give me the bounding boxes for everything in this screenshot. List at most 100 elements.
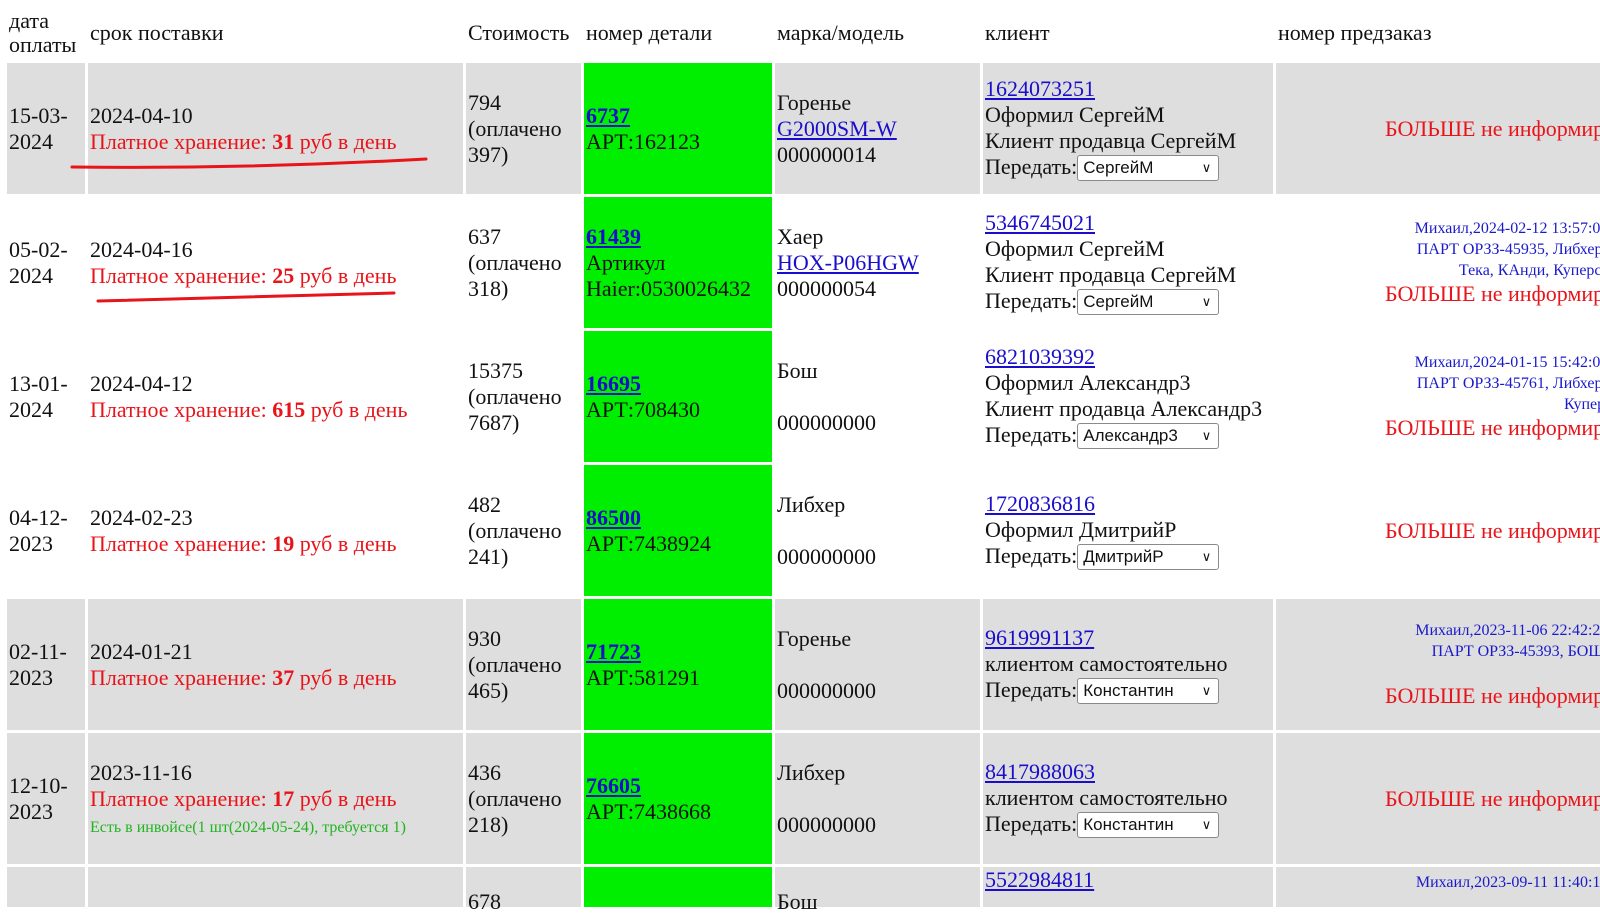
pay-date-text: 04-12- <box>9 504 68 530</box>
transfer-select[interactable]: СергейМ ∨ <box>1077 155 1220 182</box>
transfer-value: Константин <box>1083 815 1174 835</box>
chevron-down-icon: ∨ <box>1201 160 1212 176</box>
paid-value: 241) <box>468 543 509 569</box>
preorder-log-line: ПАРТ ОРЗЗ-45393, БОШ, ЛИБ <box>1431 643 1600 660</box>
client-cell: 9619991137 клиентом самостоятельно Передат… <box>983 599 1273 730</box>
client-registered: Оформил СергейМ <box>985 235 1165 261</box>
transfer-select[interactable]: Александр3 ∨ <box>1077 423 1220 450</box>
client-registered: Оформил СергейМ <box>985 101 1165 127</box>
brand-name: Либхер <box>777 759 846 785</box>
transfer-select[interactable]: Константин ∨ <box>1077 812 1220 839</box>
transfer-select[interactable]: СергейМ ∨ <box>1077 289 1220 316</box>
client-phone-link[interactable]: 6821039392 <box>985 343 1095 369</box>
transfer-label: Передать: <box>985 153 1078 179</box>
pay-date-text: 05-02- <box>9 236 68 262</box>
part-cell: 6737 АРТ:162123 <box>584 63 772 194</box>
brand-code: 000000014 <box>777 141 876 167</box>
brand-cell: Бош 000000000 <box>775 331 980 462</box>
part-cell: 71723 АРТ:581291 <box>584 599 772 730</box>
delivery-date: 2024-04-16 <box>90 236 193 262</box>
brand-cell: Либхер 000000000 <box>775 733 980 864</box>
transfer-select[interactable]: Константин ∨ <box>1077 678 1220 705</box>
client-phone-link[interactable]: 1624073251 <box>985 75 1095 101</box>
client-seller: Клиент продавца СергейМ <box>985 261 1237 287</box>
cost-cell: 930 (оплачено 465) <box>466 599 581 730</box>
part-article: АРТ:162123 <box>586 128 700 154</box>
header-row: дата оплаты срок поставки Стоимость номе… <box>7 5 1600 60</box>
client-cell: 1624073251 Оформил СергейМ Клиент продавца… <box>983 63 1273 194</box>
part-number-link[interactable]: 86500 <box>586 504 641 530</box>
brand-name: Горенье <box>777 89 852 115</box>
brand-code: 000000000 <box>777 409 876 435</box>
delivery-date: 2024-01-21 <box>90 638 193 664</box>
storage-fee: Платное хранение: 615 руб в день <box>90 397 407 422</box>
paid-value: 465) <box>468 677 509 703</box>
storage-label: Платное хранение: <box>90 785 273 811</box>
transfer-value: ДмитрийР <box>1083 547 1164 567</box>
client-phone-link[interactable]: 5522984811 <box>985 867 1095 892</box>
chevron-down-icon: ∨ <box>1201 294 1212 310</box>
storage-unit: руб в день <box>294 530 397 556</box>
pay-date-year: 2023 <box>9 530 53 556</box>
part-number-link[interactable]: 6737 <box>586 102 630 128</box>
storage-fee: Платное хранение: 25 руб в день <box>90 263 396 288</box>
storage-fee: Платное хранение: 31 руб в день <box>90 129 396 154</box>
storage-rate: 31 <box>272 128 295 154</box>
invoice-note: Есть в инвойсе(1 шт(2024-05-24), требует… <box>90 818 406 836</box>
col-delivery: срок поставки <box>90 19 224 45</box>
storage-rate: 25 <box>272 262 295 288</box>
cost-value: 482 <box>468 491 501 517</box>
part-article: Артикул <box>586 249 666 275</box>
delivery-date: 2024-04-12 <box>90 370 193 396</box>
transfer-label: Передать: <box>985 810 1078 836</box>
pay-date-cell: 04-12- 2023 <box>7 465 85 596</box>
model-link[interactable]: G2000SM-W <box>777 115 897 141</box>
client-phone-link[interactable]: 8417988063 <box>985 758 1095 784</box>
part-cell: 76605 АРТ:7438668 <box>584 733 772 864</box>
col-brand: марка/модель <box>777 19 905 45</box>
cost-cell: 637 (оплачено 318) <box>466 197 581 328</box>
part-article: АРТ:581291 <box>586 664 700 690</box>
part-number-link[interactable]: 71723 <box>586 638 641 664</box>
brand-code: 000000000 <box>777 811 876 837</box>
pay-date-year: 2024 <box>9 396 53 422</box>
partial-brand: Бош <box>775 867 980 914</box>
table-row-partial: 678 Бош 5522984811 Михаил,2023-09-11 11:40:… <box>7 867 1600 914</box>
paid-value: 397) <box>468 141 509 167</box>
cost-value: 15375 <box>468 357 523 383</box>
partial-cost: 678 <box>466 867 581 914</box>
client-phone-link[interactable]: 1720836816 <box>985 490 1095 516</box>
brand-cell: Горенье G2000SM-W 000000014 <box>775 63 980 194</box>
cost-cell: 794 (оплачено 397) <box>466 63 581 194</box>
client-phone-link[interactable]: 5346745021 <box>985 209 1095 235</box>
model-link[interactable]: HOX-P06HGW <box>777 249 919 275</box>
client-cell: 1720836816 Оформил ДмитрийР Передать: Дмитр… <box>983 465 1273 596</box>
preorder-log-line: ПАРТ ОРЗЗ-45935, Либхер, Бош, <box>1416 241 1600 258</box>
storage-label: Платное хранение: <box>90 396 273 422</box>
preorder-log-line: ПАРТ ОРЗЗ-45761, Либхер, Бош, <box>1416 375 1600 392</box>
transfer-select[interactable]: ДмитрийР ∨ <box>1077 544 1220 571</box>
col-part: номер детали <box>586 19 713 45</box>
pay-date-cell: 05-02- 2024 <box>7 197 85 328</box>
pay-date-cell: 02-11- 2023 <box>7 599 85 730</box>
part-cell: 16695 АРТ:708430 <box>584 331 772 462</box>
part-number-link[interactable]: 76605 <box>586 772 641 798</box>
client-phone-link[interactable]: 9619991137 <box>985 624 1095 650</box>
paid-value: 318) <box>468 275 509 301</box>
storage-rate: 37 <box>272 664 295 690</box>
preorder-log: Михаил,2023-11-06 22:42:25:ЗИП ПАРТ ОРЗЗ-… <box>1278 620 1600 683</box>
delivery-cell: 2024-01-21 Платное хранение: 37 руб в ден… <box>88 599 463 730</box>
col-preorder: номер предзаказ <box>1278 19 1432 45</box>
no-more-notice: БОЛЬШЕ не информируетс <box>1385 683 1600 708</box>
part-number-link[interactable]: 61439 <box>586 223 641 249</box>
transfer-label: Передать: <box>985 287 1078 313</box>
storage-label: Платное хранение: <box>90 262 273 288</box>
preorder-log-line: Михаил,2023-09-11 11:40:10:ЗИП <box>1415 874 1600 891</box>
preorder-log-line: Люкс <box>1278 662 1600 683</box>
table-row: 15-03- 2024 2024-04-10 Платное хранение: 31… <box>7 63 1600 194</box>
delivery-cell: 2024-04-16 Платное хранение: 25 руб в ден… <box>88 197 463 328</box>
brand-code: 000000000 <box>777 677 876 703</box>
no-more-notice: БОЛЬШЕ не информируетс <box>1385 115 1600 141</box>
pay-date-text: 02-11- <box>9 638 67 664</box>
part-number-link[interactable]: 16695 <box>586 370 641 396</box>
